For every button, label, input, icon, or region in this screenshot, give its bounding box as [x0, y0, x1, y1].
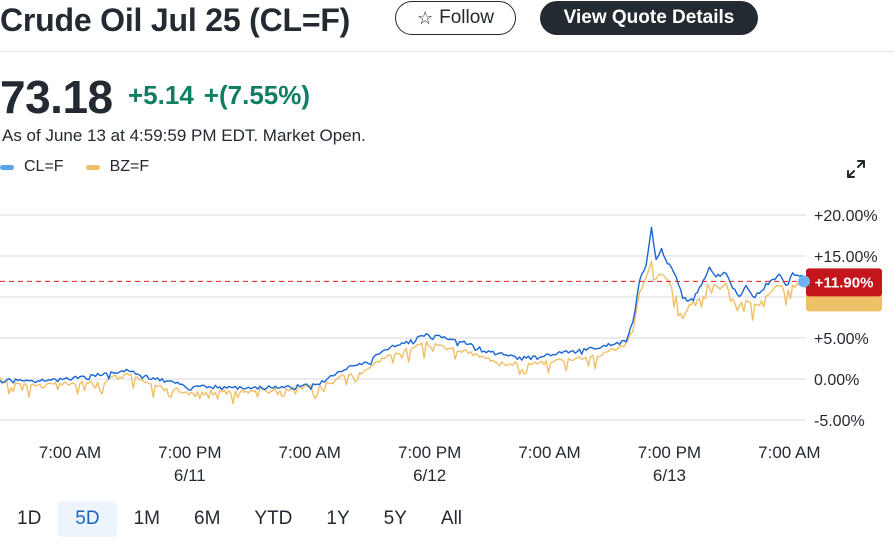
- legend-item-bz[interactable]: BZ=F: [85, 158, 150, 176]
- follow-label: Follow: [439, 7, 495, 28]
- x-tick-label: 7:00 PM: [398, 443, 461, 462]
- legend-label-bz: BZ=F: [109, 158, 150, 175]
- page-title: Crude Oil Jul 25 (CL=F): [0, 2, 351, 38]
- x-tick-label: 7:00 AM: [39, 443, 101, 462]
- range-all[interactable]: All: [440, 508, 463, 529]
- range-ytd[interactable]: YTD: [254, 508, 293, 529]
- range-6m[interactable]: 6M: [194, 508, 221, 529]
- current-price: 73.18: [0, 71, 113, 123]
- view-quote-details-button[interactable]: View Quote Details: [540, 1, 758, 35]
- y-tick-label: +5.00%: [814, 331, 869, 348]
- current-value-label: +11.90%: [815, 274, 874, 291]
- price-change: +5.14 +(7.55%): [128, 80, 320, 111]
- x-tick-date: 6/11: [174, 466, 206, 485]
- range-5d[interactable]: 5D: [58, 501, 117, 537]
- legend-swatch-bz: [85, 164, 100, 170]
- range-5y[interactable]: 5Y: [383, 508, 407, 529]
- range-1y[interactable]: 1Y: [326, 508, 350, 529]
- price-change-value: +5.14: [128, 80, 194, 110]
- chart-canvas[interactable]: +20.00% +15.00% +5.00% 0.00% -5.00% 7:00 AM 7:…: [0, 195, 894, 495]
- range-1d[interactable]: 1D: [17, 508, 42, 529]
- series-line-cl: [0, 226, 807, 391]
- current-value-tag: [806, 268, 882, 297]
- y-tick-label: -5.00%: [814, 413, 865, 430]
- y-tick-label: +15.00%: [814, 249, 878, 266]
- follow-button[interactable]: ☆ Follow: [395, 1, 516, 35]
- expand-icon[interactable]: [845, 158, 867, 180]
- x-tick-date: 6/12: [413, 466, 446, 485]
- range-1m[interactable]: 1M: [133, 508, 160, 529]
- x-tick-label: 7:00 AM: [518, 443, 580, 462]
- x-tick-date: 6/13: [653, 466, 686, 485]
- x-tick-label: 7:00 PM: [158, 443, 221, 462]
- x-tick-label: 7:00 AM: [758, 443, 820, 462]
- x-tick-label: 7:00 AM: [279, 443, 341, 462]
- chart-legend: CL=F BZ=F: [0, 158, 149, 176]
- star-icon: ☆: [416, 8, 434, 28]
- legend-swatch-cl: [0, 164, 14, 170]
- market-status: As of June 13 at 4:59:59 PM EDT. Market …: [2, 126, 366, 145]
- price-change-percent: +(7.55%): [203, 80, 311, 110]
- legend-label-cl: CL=F: [24, 158, 64, 175]
- price-chart[interactable]: +20.00% +15.00% +5.00% 0.00% -5.00% 7:00 AM 7:…: [0, 195, 894, 495]
- y-tick-label: +20.00%: [814, 208, 878, 225]
- series-line-bz: [0, 260, 807, 405]
- y-tick-label: 0.00%: [814, 372, 859, 389]
- range-selector: 1D 5D 1M 6M YTD 1Y 5Y All: [0, 501, 479, 539]
- x-tick-label: 7:00 PM: [638, 443, 701, 462]
- legend-item-cl[interactable]: CL=F: [0, 158, 64, 176]
- series-end-dot: [798, 275, 810, 288]
- quote-header: Crude Oil Jul 25 (CL=F) ☆ Follow View Qu…: [0, 0, 894, 52]
